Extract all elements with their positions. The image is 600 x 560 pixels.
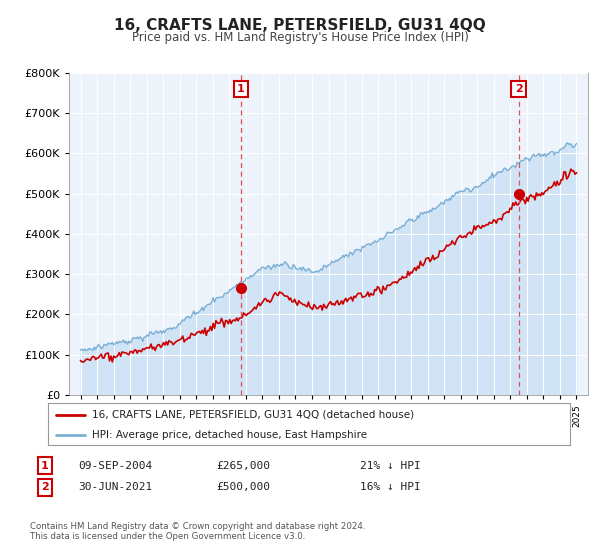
Text: 1: 1 bbox=[41, 461, 49, 471]
Text: Price paid vs. HM Land Registry's House Price Index (HPI): Price paid vs. HM Land Registry's House … bbox=[131, 31, 469, 44]
Text: 2: 2 bbox=[41, 482, 49, 492]
Text: £265,000: £265,000 bbox=[216, 461, 270, 471]
Text: 2: 2 bbox=[515, 84, 523, 94]
Text: 16% ↓ HPI: 16% ↓ HPI bbox=[360, 482, 421, 492]
Text: 16, CRAFTS LANE, PETERSFIELD, GU31 4QQ: 16, CRAFTS LANE, PETERSFIELD, GU31 4QQ bbox=[114, 18, 486, 33]
Text: This data is licensed under the Open Government Licence v3.0.: This data is licensed under the Open Gov… bbox=[30, 532, 305, 541]
Text: 09-SEP-2004: 09-SEP-2004 bbox=[78, 461, 152, 471]
Text: Contains HM Land Registry data © Crown copyright and database right 2024.: Contains HM Land Registry data © Crown c… bbox=[30, 522, 365, 531]
Text: 1: 1 bbox=[237, 84, 245, 94]
Text: 30-JUN-2021: 30-JUN-2021 bbox=[78, 482, 152, 492]
Text: £500,000: £500,000 bbox=[216, 482, 270, 492]
Text: HPI: Average price, detached house, East Hampshire: HPI: Average price, detached house, East… bbox=[92, 430, 367, 440]
Text: 21% ↓ HPI: 21% ↓ HPI bbox=[360, 461, 421, 471]
Text: 16, CRAFTS LANE, PETERSFIELD, GU31 4QQ (detached house): 16, CRAFTS LANE, PETERSFIELD, GU31 4QQ (… bbox=[92, 410, 415, 420]
